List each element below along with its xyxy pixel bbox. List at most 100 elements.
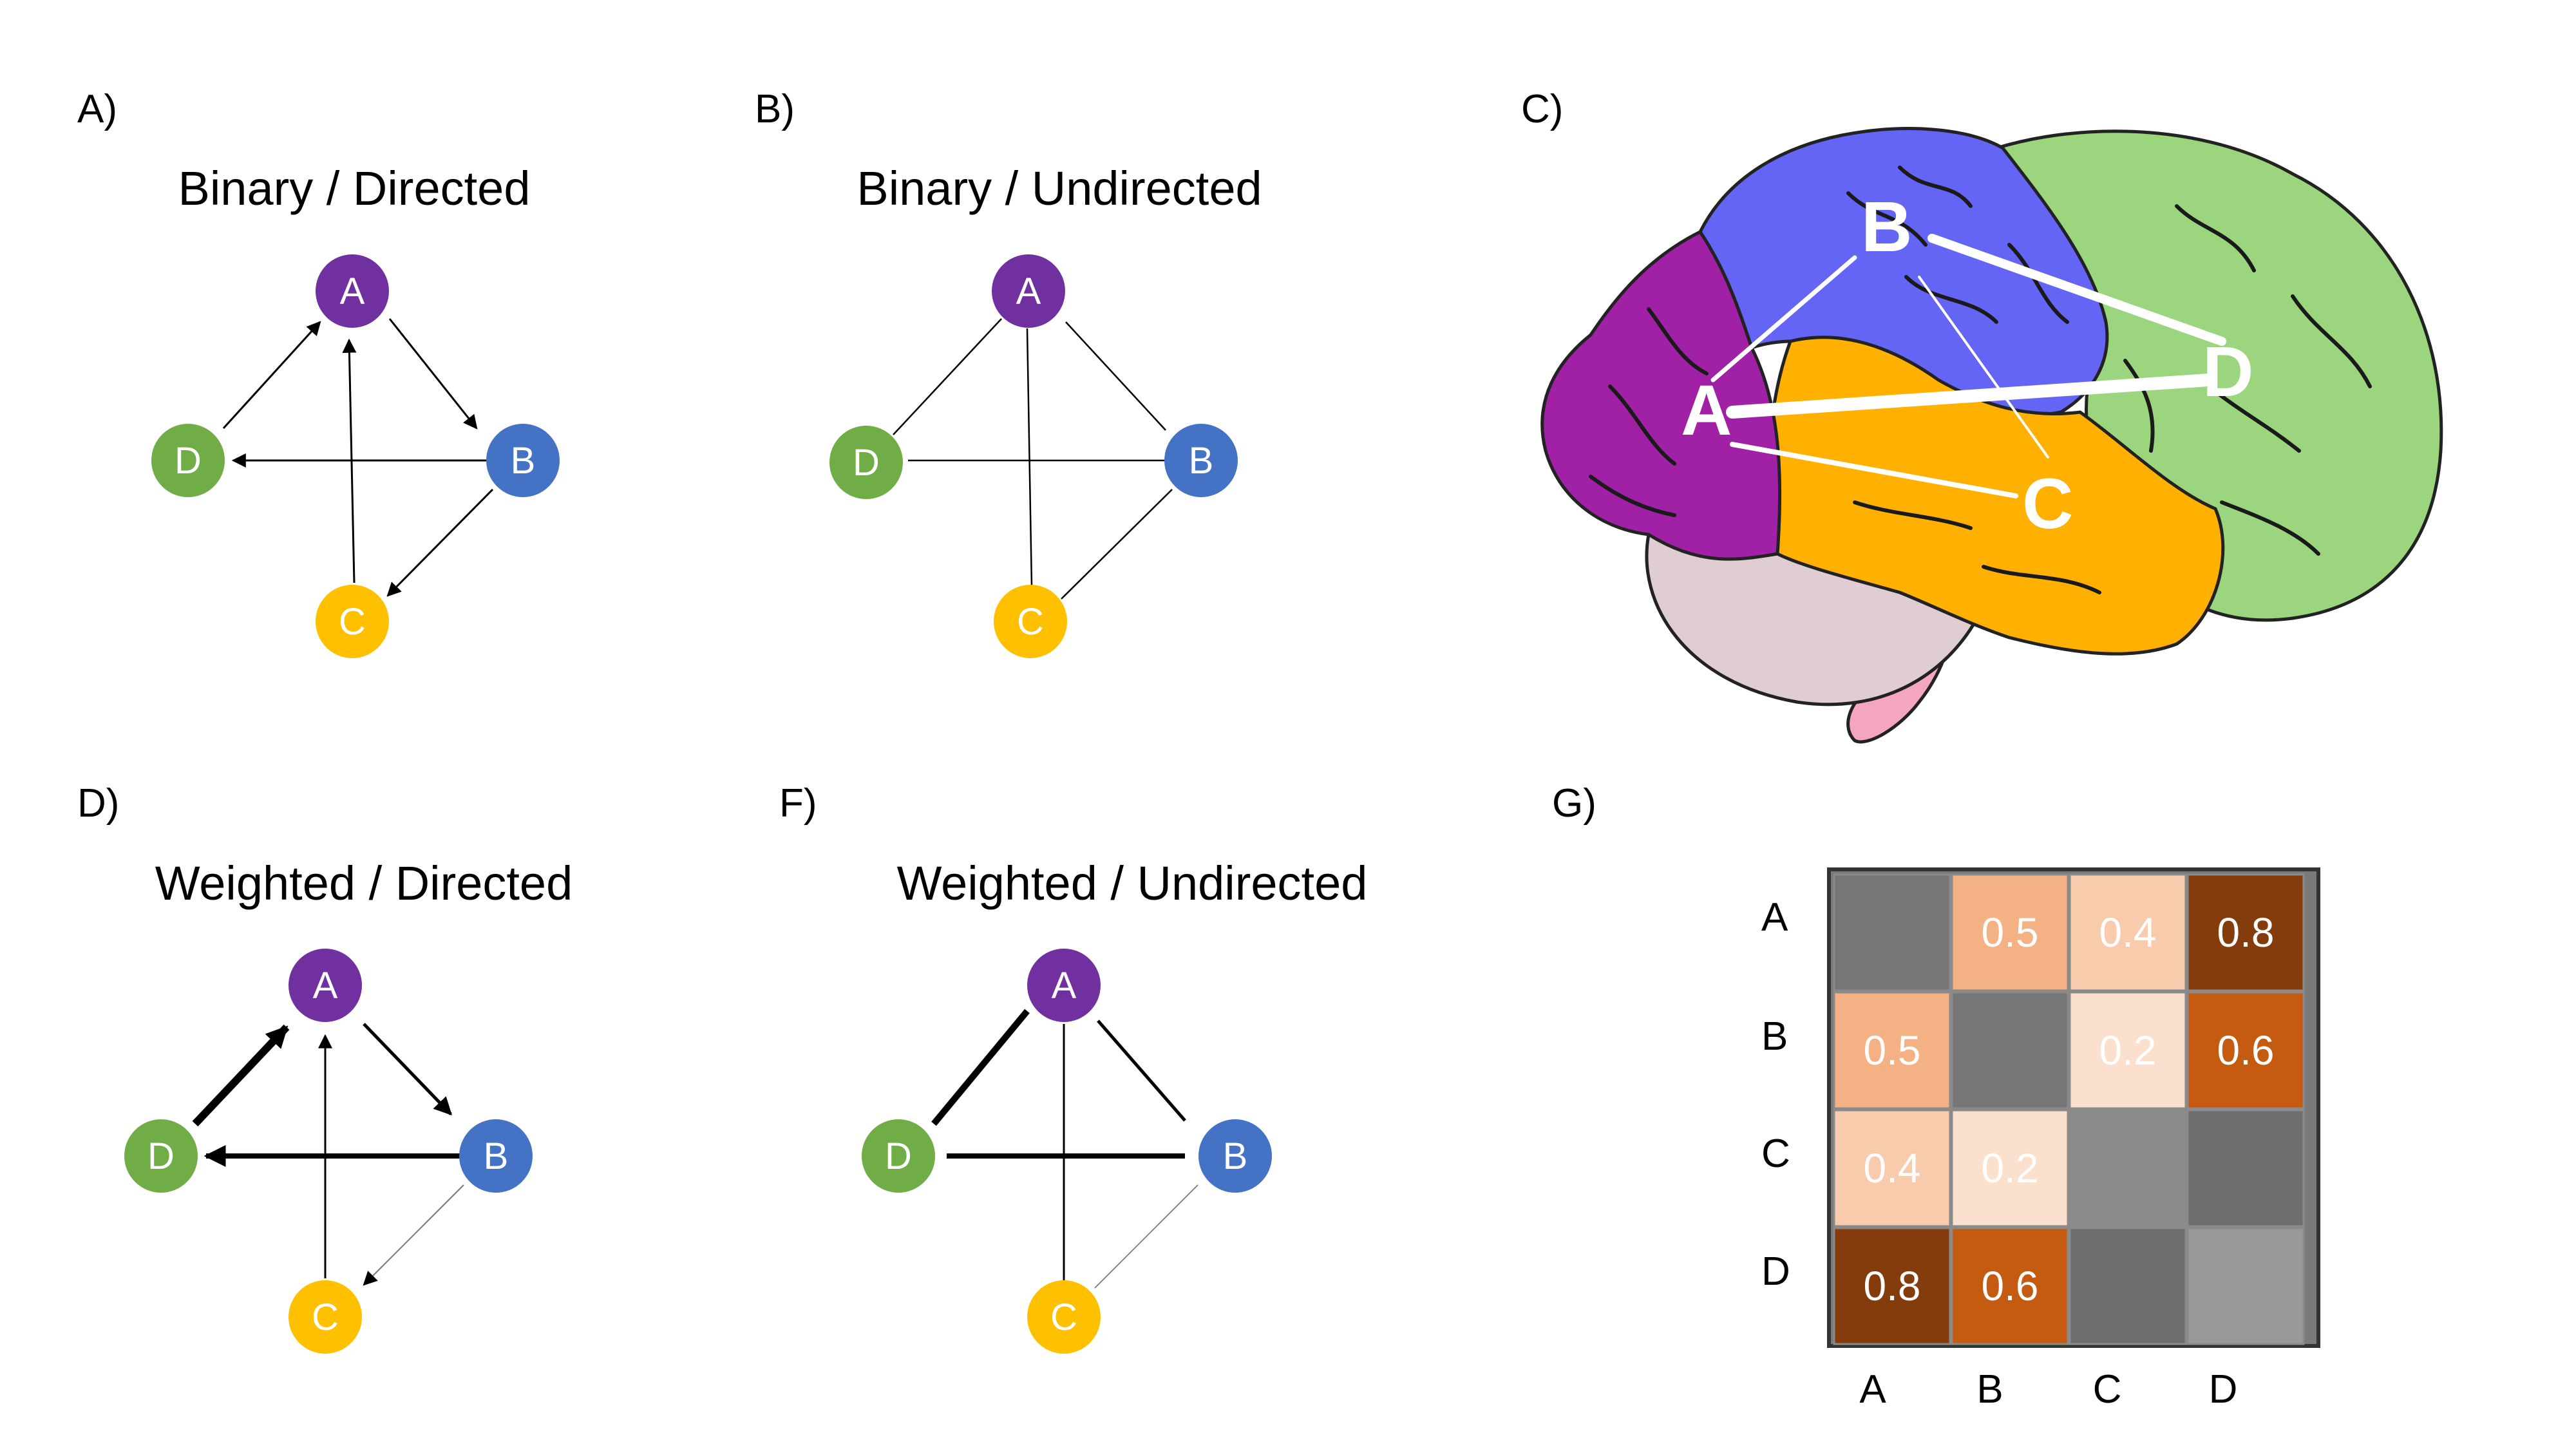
- matrix-cell-c-a: [1833, 1109, 1951, 1227]
- svg-text:D: D: [175, 440, 202, 482]
- panel-f: F) Weighted / Undirected A B C D: [779, 781, 1367, 1354]
- svg-text:B: B: [511, 440, 536, 482]
- svg-text:B: B: [1189, 440, 1214, 482]
- svg-text:A: A: [340, 270, 365, 312]
- matrix-value-b-c: 0.2: [2099, 1027, 2157, 1074]
- adjacency-matrix: 0.5 0.4 0.8 0.5 0.2 0.6 0.4 0.2 0.8 0.6: [1833, 873, 2305, 1345]
- node-d: D: [124, 1119, 198, 1193]
- edge-c-to-a: [342, 338, 357, 583]
- edge-a-d: [893, 318, 1002, 435]
- matrix-value-c-b: 0.2: [1982, 1145, 2039, 1191]
- brain-label-b: B: [1861, 187, 1912, 267]
- panel-b-letter: B): [755, 87, 795, 131]
- matrix-value-d-b: 0.6: [1982, 1263, 2039, 1309]
- conn-b-c: [1918, 276, 2049, 459]
- matrix-value-b-a: 0.5: [1864, 1027, 1921, 1074]
- panel-d: D) Weighted / Directed A B C D: [77, 781, 573, 1354]
- brain-label-c: C: [2022, 464, 2073, 544]
- brain-sulci: [1589, 166, 2372, 594]
- node-a: A: [1027, 949, 1101, 1022]
- svg-text:D: D: [885, 1135, 912, 1177]
- node-b: B: [459, 1119, 533, 1193]
- node-b: B: [1198, 1119, 1272, 1193]
- svg-text:A: A: [1016, 270, 1041, 312]
- matrix-cell-c-b: [1951, 1109, 2069, 1227]
- panel-d-letter: D): [77, 781, 119, 826]
- matrix-value-a-d: 0.8: [2217, 909, 2275, 956]
- matrix-cell-b-a: [1833, 991, 1951, 1110]
- node-c: C: [316, 585, 389, 658]
- svg-text:B: B: [484, 1135, 509, 1177]
- matrix-value-a-c: 0.4: [2099, 909, 2157, 956]
- matrix-cell-a-b: [1951, 873, 2069, 992]
- matrix-cell-a-a: [1833, 873, 1951, 992]
- node-c: C: [289, 1280, 362, 1354]
- matrix-value-b-d: 0.6: [2217, 1027, 2275, 1074]
- svg-text:D: D: [853, 442, 880, 484]
- panel-f-title: Weighted / Undirected: [897, 857, 1368, 910]
- panel-f-letter: F): [779, 781, 817, 826]
- matrix-cell-d-a: [1833, 1227, 1951, 1345]
- edge-a-b: [1065, 321, 1166, 431]
- brain-illustration: A B C D: [1540, 127, 2443, 744]
- node-a: A: [316, 254, 389, 328]
- matrix-cell-a-d: [2186, 873, 2305, 992]
- node-d: D: [151, 424, 225, 497]
- edge-b-to-c: [363, 1184, 464, 1286]
- svg-text:D: D: [147, 1135, 175, 1177]
- matrix-col-label-a: A: [1859, 1367, 1886, 1412]
- matrix-cell-d-b: [1951, 1227, 2069, 1345]
- edge-a-c: [1026, 328, 1033, 587]
- edge-a-b: [1097, 1019, 1186, 1122]
- edge-d-to-a: [222, 321, 321, 430]
- matrix-row-label-b: B: [1761, 1014, 1788, 1059]
- matrix-value-a-b: 0.5: [1982, 909, 2039, 956]
- node-a: A: [289, 949, 362, 1022]
- svg-text:C: C: [312, 1296, 339, 1338]
- svg-text:A: A: [1052, 965, 1077, 1007]
- panel-a: A) Binary / Directed A B C D: [77, 87, 560, 658]
- matrix-row-label-d: D: [1761, 1249, 1790, 1294]
- edge-a-to-b: [388, 318, 478, 430]
- node-d: D: [829, 426, 903, 499]
- svg-text:A: A: [313, 965, 338, 1007]
- node-b: B: [1164, 424, 1238, 497]
- node-c: C: [994, 585, 1067, 658]
- panel-c-letter: C): [1521, 87, 1563, 131]
- svg-text:C: C: [339, 601, 366, 643]
- panel-g: G) 0.5 0.4 0.80.5 0.2 0.60.4 0.20.8 0.6 A B C …: [1552, 781, 2320, 1412]
- edge-b-to-c: [386, 488, 494, 597]
- matrix-cell-a-c: [2069, 873, 2187, 992]
- matrix-value-c-a: 0.4: [1864, 1145, 1921, 1191]
- node-c: C: [1027, 1280, 1101, 1354]
- svg-text:B: B: [1223, 1135, 1248, 1177]
- panel-a-letter: A): [77, 87, 117, 131]
- edge-a-d: [931, 1009, 1030, 1126]
- node-a: A: [992, 254, 1065, 328]
- matrix-cell-d-c: [2069, 1227, 2187, 1345]
- edge-b-c: [1094, 1184, 1198, 1289]
- panel-a-title: Binary / Directed: [178, 162, 531, 215]
- matrix-row-label-c: C: [1761, 1132, 1790, 1176]
- matrix-col-label-d: D: [2209, 1367, 2238, 1412]
- node-b: B: [486, 424, 560, 497]
- conn-a-b: [1710, 255, 1857, 383]
- brain-label-d: D: [2202, 332, 2253, 412]
- panel-g-letter: G): [1552, 781, 1596, 826]
- parietal-lobe: [1698, 127, 2109, 417]
- panel-d-title: Weighted / Directed: [155, 857, 573, 910]
- matrix-cell-d-d: [2186, 1227, 2305, 1345]
- panel-b-title: Binary / Undirected: [857, 162, 1262, 215]
- edge-d-to-a: [192, 1024, 290, 1127]
- brain-connections: [1710, 234, 2226, 498]
- matrix-cell-b-c: [2069, 991, 2187, 1110]
- brain-label-a: A: [1681, 371, 1732, 450]
- matrix-cell-c-c: [2069, 1109, 2187, 1227]
- matrix-cell-b-d: [2186, 991, 2305, 1110]
- svg-text:C: C: [1050, 1296, 1077, 1338]
- matrix-row-label-a: A: [1761, 895, 1788, 940]
- matrix-value-d-a: 0.8: [1864, 1263, 1921, 1309]
- conn-a-c: [1730, 442, 2018, 498]
- conn-b-d: [1927, 234, 2226, 346]
